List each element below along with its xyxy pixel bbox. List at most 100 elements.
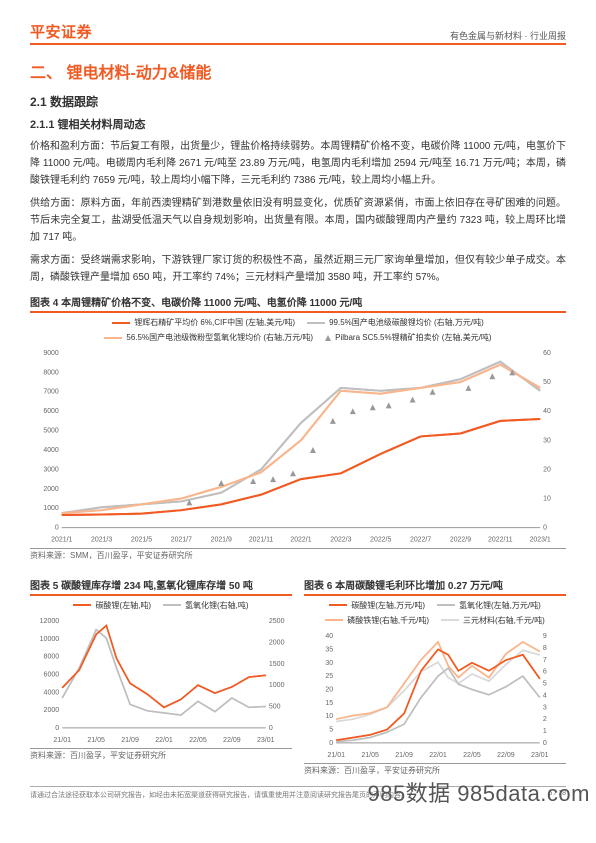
svg-text:8000: 8000 (44, 653, 60, 660)
section-heading-1: 二、 锂电材料-动力&储能 (30, 59, 566, 83)
svg-text:23/01: 23/01 (257, 736, 275, 743)
logo: 平安证券 (30, 21, 92, 42)
svg-text:22/09: 22/09 (497, 751, 515, 758)
svg-text:30: 30 (325, 659, 333, 666)
fig6-rule (304, 594, 566, 596)
svg-text:2000: 2000 (43, 486, 59, 493)
svg-text:21/05: 21/05 (87, 736, 105, 743)
svg-text:2000: 2000 (269, 639, 285, 646)
svg-text:10000: 10000 (40, 635, 60, 642)
svg-text:8: 8 (543, 644, 547, 651)
fig4-title: 图表 4 本周锂精矿价格不变、电碳价降 11000 元/吨、电氢价降 11000… (30, 294, 566, 309)
svg-text:2022/9: 2022/9 (450, 537, 471, 544)
svg-text:1: 1 (543, 728, 547, 735)
svg-text:0: 0 (55, 724, 59, 731)
svg-text:21/05: 21/05 (361, 751, 379, 758)
svg-text:22/05: 22/05 (463, 751, 481, 758)
svg-text:20: 20 (325, 686, 333, 693)
fig4-source: 资料来源：SMM，百川盈孚，平安证券研究所 (30, 548, 566, 561)
svg-text:2022/5: 2022/5 (370, 537, 391, 544)
svg-text:2022/3: 2022/3 (330, 537, 351, 544)
paragraph-1: 价格和盈利方面：节后复工有限，出货量少，锂盐价格持续弱势。本周锂精矿价格不变，电… (30, 138, 566, 189)
svg-text:22/01: 22/01 (429, 751, 447, 758)
svg-text:6000: 6000 (43, 408, 59, 415)
fig6-chart: 0510152025303540012345678921/0121/0521/0… (304, 630, 566, 761)
svg-text:1500: 1500 (269, 660, 285, 667)
svg-text:7: 7 (543, 656, 547, 663)
section-heading-3: 2.1.1 锂相关材料周动态 (30, 116, 566, 132)
legend-item: 锂辉石精矿平均价 6%,CIF中国 (左轴,美元/吨) (112, 317, 295, 328)
svg-text:21/09: 21/09 (395, 751, 413, 758)
svg-text:500: 500 (269, 703, 281, 710)
legend-item: 氢氧化锂(左轴,万元/吨) (437, 600, 541, 611)
fig6-source: 资料来源：百川盈孚，平安证券研究所 (304, 763, 566, 776)
svg-text:22/09: 22/09 (223, 736, 241, 743)
fig6-legend: 碳酸锂(左轴,万元/吨) 氢氧化锂(左轴,万元/吨) 磷酸铁锂(右轴,千元/吨) 三元… (304, 600, 566, 626)
svg-text:3: 3 (543, 704, 547, 711)
svg-text:21/09: 21/09 (121, 736, 139, 743)
svg-text:21/01: 21/01 (327, 751, 345, 758)
svg-text:0: 0 (55, 525, 59, 532)
svg-text:2: 2 (543, 716, 547, 723)
svg-text:21/01: 21/01 (53, 736, 71, 743)
svg-text:5000: 5000 (43, 428, 59, 435)
svg-text:40: 40 (543, 408, 551, 415)
svg-text:2023/1: 2023/1 (530, 537, 551, 544)
svg-text:30: 30 (543, 437, 551, 444)
svg-text:25: 25 (325, 673, 333, 680)
fig4-chart: 0100020003000400050006000700080009000010… (30, 347, 566, 546)
svg-text:5: 5 (329, 726, 333, 733)
svg-text:20: 20 (543, 466, 551, 473)
svg-text:8000: 8000 (43, 369, 59, 376)
legend-item: Pilbara SC5.5%锂精矿拍卖价 (左轴,美元/吨) (325, 332, 491, 343)
legend-item: 99.5%国产电池级碳酸锂均价 (右轴,万元/吨) (307, 317, 484, 328)
legend-item: 磷酸铁锂(右轴,千元/吨) (325, 615, 429, 626)
svg-text:1000: 1000 (269, 682, 285, 689)
legend-item: 碳酸锂(左轴,万元/吨) (329, 600, 425, 611)
svg-text:2500: 2500 (269, 618, 285, 625)
svg-text:2021/1: 2021/1 (51, 537, 72, 544)
doc-category: 有色金属与新材料 · 行业周报 (450, 29, 566, 42)
paragraph-3: 需求方面：受终端需求影响，下游铁锂厂家订货的积极性不高，虽然近期三元厂家询单量增… (30, 252, 566, 286)
svg-text:2021/5: 2021/5 (131, 537, 152, 544)
svg-text:7000: 7000 (43, 389, 59, 396)
svg-text:22/05: 22/05 (189, 736, 207, 743)
svg-text:15: 15 (325, 699, 333, 706)
fig4-legend: 锂辉石精矿平均价 6%,CIF中国 (左轴,美元/吨) 99.5%国产电池级碳酸锂… (30, 317, 566, 343)
svg-text:2021/3: 2021/3 (91, 537, 112, 544)
fig5-chart: 0 2000 4000 6000 8000 10000 12000 0 500 1000 1500 2… (30, 615, 292, 746)
svg-text:22/01: 22/01 (155, 736, 173, 743)
legend-item: 三元材料(右轴,千元/吨) (441, 615, 545, 626)
svg-text:0: 0 (269, 724, 273, 731)
svg-text:12000: 12000 (40, 618, 60, 625)
svg-text:2022/1: 2022/1 (290, 537, 311, 544)
svg-text:6: 6 (543, 668, 547, 675)
legend-item: 56.5%国产电池级微粉型氢氧化锂均价 (右轴,万元/吨) (104, 332, 313, 343)
svg-text:10: 10 (325, 713, 333, 720)
fig5-legend: 碳酸锂(左轴,吨) 氢氧化锂(右轴,吨) (30, 600, 292, 611)
svg-text:0: 0 (543, 525, 547, 532)
fig4-rule (30, 311, 566, 313)
fig6-title: 图表 6 本周碳酸锂毛利环比增加 0.27 万元/吨 (304, 577, 566, 592)
svg-text:5: 5 (543, 680, 547, 687)
svg-text:4000: 4000 (44, 689, 60, 696)
svg-text:9: 9 (543, 633, 547, 640)
svg-text:9000: 9000 (43, 350, 59, 357)
svg-text:1000: 1000 (43, 505, 59, 512)
svg-text:10: 10 (543, 496, 551, 503)
paragraph-2: 供给方面：原料方面，年前西澳锂精矿到港数量依旧没有明显变化，优质矿资源紧俏，市面… (30, 195, 566, 246)
svg-text:2021/7: 2021/7 (171, 537, 192, 544)
svg-text:0: 0 (329, 739, 333, 746)
svg-text:6000: 6000 (44, 671, 60, 678)
svg-text:23/01: 23/01 (531, 751, 549, 758)
legend-item: 氢氧化锂(右轴,吨) (163, 600, 249, 611)
svg-text:2021/9: 2021/9 (211, 537, 232, 544)
svg-text:4: 4 (543, 692, 547, 699)
svg-text:4000: 4000 (43, 447, 59, 454)
svg-text:2022/7: 2022/7 (410, 537, 431, 544)
svg-text:2022/11: 2022/11 (488, 537, 513, 544)
svg-text:2021/11: 2021/11 (249, 537, 274, 544)
legend-item: 碳酸锂(左轴,吨) (73, 600, 151, 611)
footer-disclaimer: 请通过合法途径获取本公司研究报告，如经由未拓宽渠道获得研究报告，请慎重使用并注意… (30, 790, 408, 800)
watermark: 985数据 985data.com (367, 776, 590, 808)
